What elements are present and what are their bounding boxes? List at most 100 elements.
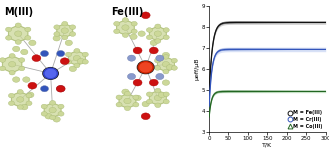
- Circle shape: [154, 31, 162, 36]
- Circle shape: [82, 60, 88, 64]
- Circle shape: [122, 89, 129, 95]
- Circle shape: [155, 88, 161, 93]
- Circle shape: [15, 23, 21, 28]
- Circle shape: [9, 93, 14, 98]
- Circle shape: [70, 32, 76, 36]
- Circle shape: [74, 63, 80, 68]
- Polygon shape: [9, 25, 28, 42]
- Circle shape: [127, 73, 136, 80]
- Circle shape: [171, 58, 177, 63]
- Y-axis label: µeff/µB: µeff/µB: [195, 58, 200, 80]
- Circle shape: [9, 62, 16, 67]
- Circle shape: [133, 95, 139, 100]
- Polygon shape: [44, 103, 61, 118]
- Circle shape: [29, 40, 36, 46]
- Circle shape: [50, 115, 56, 120]
- Polygon shape: [12, 92, 29, 107]
- Circle shape: [127, 55, 136, 61]
- Circle shape: [54, 25, 60, 29]
- Circle shape: [155, 66, 161, 70]
- Circle shape: [155, 39, 161, 43]
- Circle shape: [156, 73, 164, 80]
- Circle shape: [163, 35, 169, 40]
- Circle shape: [171, 66, 177, 70]
- Circle shape: [65, 40, 72, 46]
- Circle shape: [140, 63, 152, 72]
- Circle shape: [53, 117, 60, 122]
- Circle shape: [130, 34, 137, 39]
- Circle shape: [162, 80, 169, 85]
- Circle shape: [16, 97, 24, 102]
- Circle shape: [163, 55, 169, 59]
- Circle shape: [28, 82, 37, 89]
- Circle shape: [124, 106, 131, 111]
- Circle shape: [163, 69, 169, 74]
- Circle shape: [15, 40, 21, 44]
- Circle shape: [61, 28, 68, 33]
- Circle shape: [41, 112, 47, 116]
- Circle shape: [25, 35, 31, 40]
- Circle shape: [0, 66, 6, 71]
- Circle shape: [150, 40, 157, 46]
- Circle shape: [114, 21, 120, 26]
- Circle shape: [17, 90, 23, 94]
- Circle shape: [65, 52, 71, 57]
- Circle shape: [62, 21, 68, 26]
- Circle shape: [146, 28, 152, 32]
- Circle shape: [77, 58, 85, 64]
- Circle shape: [23, 77, 30, 82]
- Circle shape: [57, 50, 65, 57]
- Circle shape: [149, 79, 158, 86]
- Circle shape: [6, 35, 12, 40]
- Circle shape: [146, 92, 152, 97]
- Circle shape: [43, 68, 58, 79]
- Circle shape: [53, 35, 60, 41]
- Circle shape: [131, 29, 137, 34]
- Circle shape: [21, 49, 28, 55]
- Circle shape: [133, 102, 139, 107]
- Circle shape: [138, 31, 145, 36]
- Circle shape: [70, 25, 76, 29]
- Circle shape: [25, 27, 31, 32]
- Circle shape: [26, 101, 32, 106]
- Circle shape: [124, 91, 131, 96]
- Circle shape: [40, 86, 49, 92]
- Circle shape: [138, 61, 154, 74]
- Circle shape: [32, 55, 41, 62]
- Circle shape: [141, 113, 150, 120]
- Circle shape: [19, 66, 25, 71]
- Circle shape: [163, 92, 169, 97]
- Circle shape: [122, 25, 129, 30]
- Circle shape: [141, 12, 150, 19]
- Circle shape: [65, 60, 71, 64]
- Circle shape: [133, 47, 142, 54]
- Circle shape: [74, 49, 80, 53]
- Circle shape: [13, 46, 20, 52]
- Circle shape: [54, 32, 60, 36]
- Circle shape: [162, 62, 169, 67]
- Circle shape: [26, 93, 32, 98]
- Legend: M = Fe(III), M = Cr(III), M = Co(III): M = Fe(III), M = Cr(III), M = Co(III): [287, 110, 323, 129]
- Circle shape: [9, 70, 15, 75]
- Circle shape: [154, 95, 162, 101]
- Circle shape: [44, 68, 58, 79]
- Text: M(III): M(III): [4, 7, 33, 17]
- Circle shape: [116, 102, 122, 107]
- Circle shape: [158, 92, 165, 98]
- Circle shape: [62, 35, 68, 40]
- Circle shape: [50, 101, 56, 105]
- Circle shape: [142, 101, 149, 107]
- Circle shape: [114, 29, 120, 34]
- Polygon shape: [149, 91, 166, 105]
- Circle shape: [122, 18, 129, 22]
- Circle shape: [134, 95, 141, 101]
- Circle shape: [27, 92, 34, 98]
- Polygon shape: [158, 57, 174, 72]
- Circle shape: [162, 52, 169, 58]
- Circle shape: [116, 95, 122, 100]
- X-axis label: T/K: T/K: [262, 142, 272, 147]
- Polygon shape: [57, 24, 73, 37]
- Circle shape: [0, 58, 6, 62]
- Circle shape: [149, 47, 158, 54]
- Polygon shape: [117, 20, 134, 35]
